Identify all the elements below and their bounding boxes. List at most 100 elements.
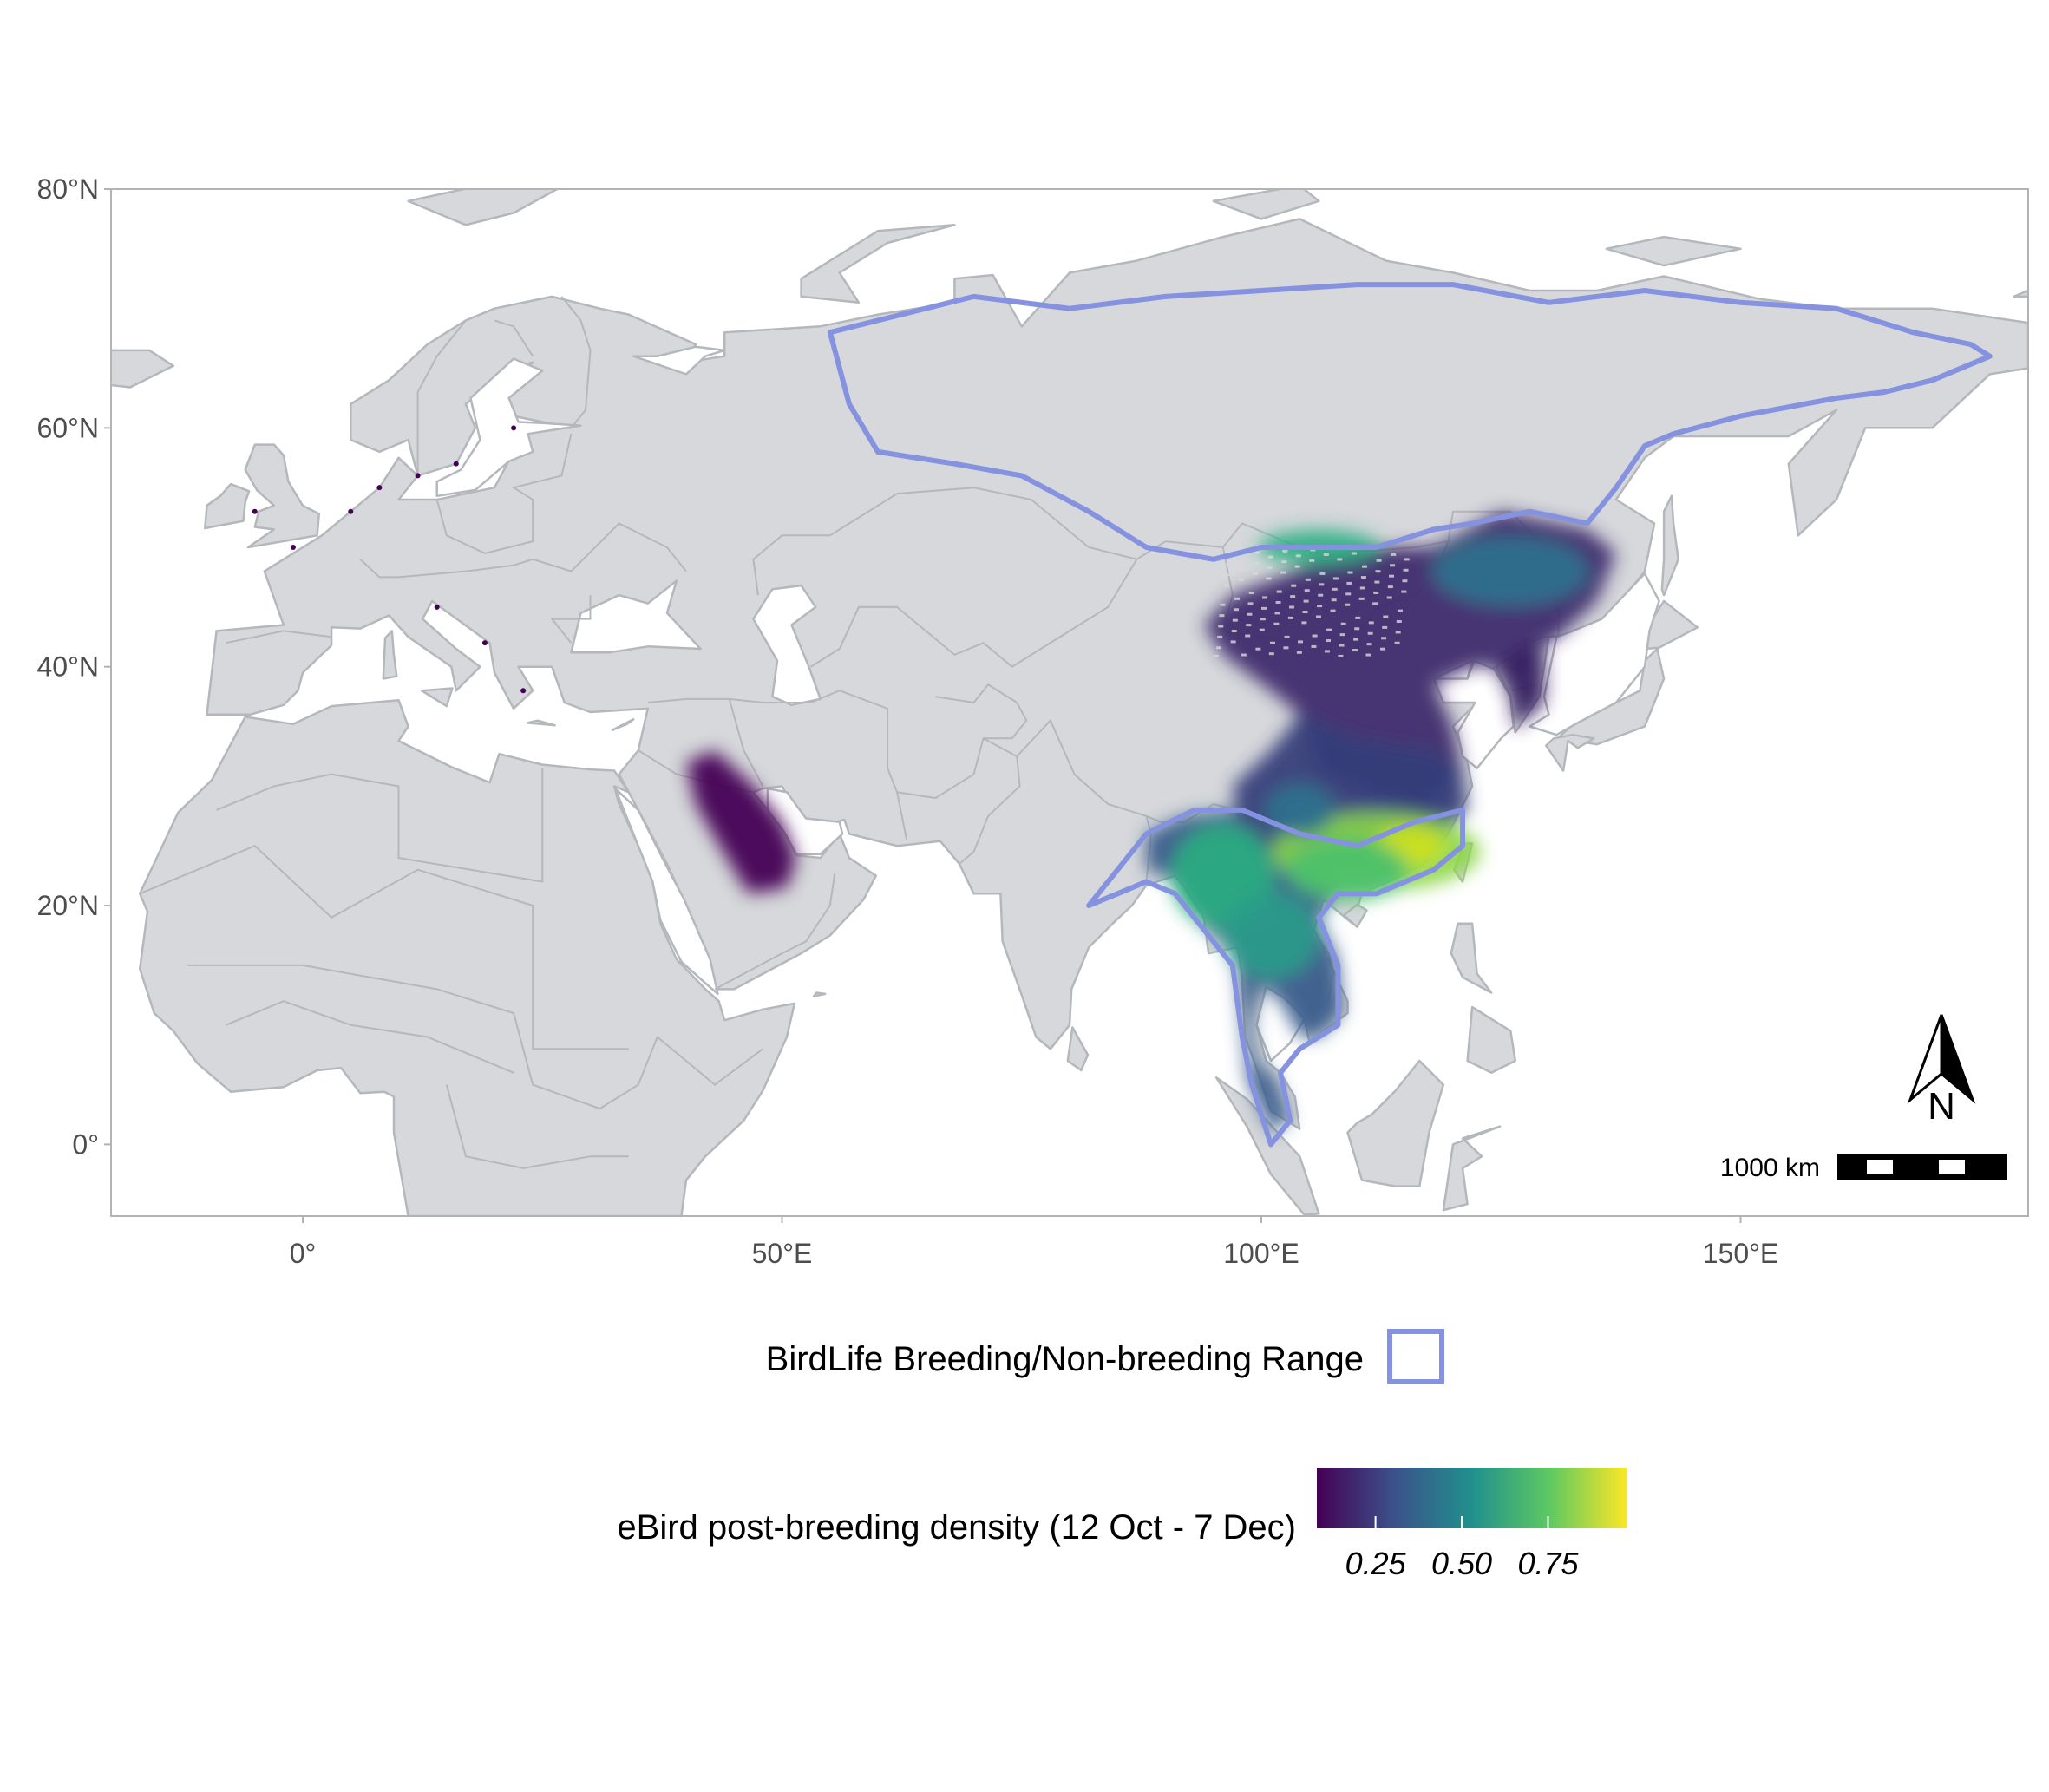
density-gap <box>1362 565 1368 568</box>
density-hotspot-sichuan <box>1265 783 1335 836</box>
x-axis-tick-label: 0° <box>290 1238 317 1269</box>
density-gap <box>1312 634 1318 638</box>
africa-land <box>138 698 796 1216</box>
density-speck <box>415 473 421 479</box>
density-gap <box>1352 649 1358 652</box>
density-colorbar-ticks: 0.25 0.50 0.75 <box>1345 1516 1580 1581</box>
density-speck <box>252 508 258 514</box>
density-gap <box>1253 572 1259 575</box>
density-gap <box>1366 643 1372 646</box>
density-gap <box>1217 635 1223 638</box>
density-gap <box>1353 638 1359 641</box>
density-korea <box>1496 643 1544 729</box>
density-gap <box>1311 644 1317 648</box>
density-gap <box>1339 633 1345 637</box>
range-outline-layer <box>827 282 1993 1148</box>
density-gap <box>1302 610 1308 613</box>
density-speck <box>348 508 354 514</box>
black-sea-water <box>570 579 702 654</box>
density-gap <box>1374 580 1380 584</box>
crete-land <box>527 719 556 727</box>
density-speck <box>520 688 527 694</box>
country-border <box>359 522 687 579</box>
density-gap <box>1218 625 1224 628</box>
y-axis: 0° 20°N 40°N 60°N 80°N <box>37 173 111 1160</box>
scale-bar-frame <box>1837 1154 2007 1180</box>
density-speck <box>481 640 488 646</box>
density-gap <box>1266 577 1272 580</box>
density-gap <box>1394 641 1400 644</box>
java-land <box>1313 1214 1326 1216</box>
sardinia-corsica-land <box>382 630 398 680</box>
density-gap <box>1259 628 1265 631</box>
density-gap <box>1241 653 1247 657</box>
country-border <box>187 964 763 1110</box>
density-gap <box>1275 600 1281 604</box>
density-gap <box>1338 654 1344 657</box>
density-legend: eBird post-breeding density (12 Oct - 7 … <box>617 1468 1627 1581</box>
density-gap <box>1403 568 1409 572</box>
density-gap <box>1216 646 1222 650</box>
density-gap <box>1230 640 1236 644</box>
density-gap <box>1345 592 1352 596</box>
density-speck <box>434 604 440 610</box>
density-gap <box>1267 555 1273 559</box>
density-gap <box>1309 559 1315 562</box>
density-gap <box>1240 557 1246 560</box>
density-gap <box>1269 641 1275 644</box>
density-gap <box>1297 640 1303 644</box>
country-border <box>896 683 1028 800</box>
density-hotspot-thailand <box>1223 892 1319 979</box>
country-border <box>445 1084 629 1169</box>
density-gap <box>1381 637 1387 640</box>
density-gap <box>1267 566 1273 570</box>
country-border <box>216 768 544 883</box>
density-gap <box>1225 573 1231 577</box>
ireland-land <box>204 482 251 530</box>
density-gap <box>1372 602 1378 605</box>
scale-bar-segment <box>1939 1160 1965 1174</box>
density-gap <box>1233 608 1239 612</box>
country-border <box>139 845 629 1050</box>
density-gap <box>1365 653 1371 657</box>
density-speck <box>511 425 517 431</box>
density-gap <box>1391 553 1397 556</box>
density-gap <box>1268 652 1274 656</box>
density-gap <box>1248 591 1254 594</box>
density-gap <box>1319 583 1325 586</box>
density-gap <box>1273 622 1280 625</box>
density-gap <box>1337 558 1343 561</box>
density-gap <box>1232 618 1238 622</box>
y-axis-tick-label: 40°N <box>37 651 100 683</box>
north-arrow-label: N <box>1928 1085 1955 1128</box>
new-siberian-islands-land <box>1605 235 1742 267</box>
sri-lanka-land <box>1066 1026 1090 1072</box>
density-gap <box>1380 647 1386 651</box>
iceland-land <box>111 349 175 389</box>
borneo-land <box>1346 1059 1445 1187</box>
density-gap <box>1223 584 1229 587</box>
density-gap <box>1387 585 1393 589</box>
density-gap <box>1305 578 1311 581</box>
density-gap <box>1303 599 1309 603</box>
density-gap <box>1354 627 1360 631</box>
density-speck <box>376 485 383 491</box>
density-gap <box>1289 605 1295 609</box>
density-gap <box>1331 598 1337 602</box>
red-sea-water <box>613 787 719 996</box>
north-arrow-right-half <box>1940 1014 1976 1104</box>
country-border <box>647 690 908 840</box>
density-gap <box>1347 571 1353 574</box>
colorbar-tick-label: 0.25 <box>1345 1546 1407 1581</box>
density-gap <box>1282 549 1288 553</box>
kyushu-shikoku-land <box>1544 733 1595 772</box>
sea-of-japan-water <box>1529 572 1660 736</box>
svalbard-land <box>407 189 560 226</box>
density-gap <box>1355 616 1361 619</box>
sulawesi-land <box>1442 1125 1502 1212</box>
density-gap <box>1231 630 1237 633</box>
density-gap <box>1382 625 1388 629</box>
density-gap <box>1332 587 1338 591</box>
density-gap <box>1317 605 1323 608</box>
density-gap <box>1339 644 1345 647</box>
